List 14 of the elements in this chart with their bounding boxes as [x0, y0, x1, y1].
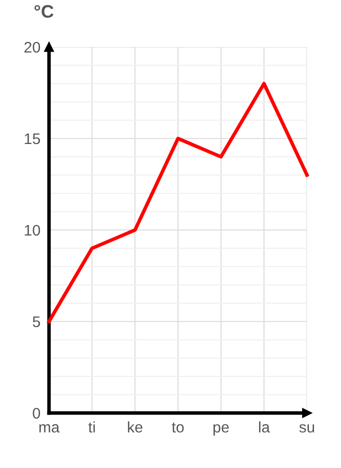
x-tick-label: ti	[88, 421, 95, 433]
x-tick-label: su	[299, 424, 314, 433]
x-tick-label: ke	[128, 421, 142, 433]
y-tick-label: 10	[24, 224, 40, 236]
y-axis-title: °C	[34, 5, 54, 18]
x-tick-label: ma	[39, 424, 60, 433]
y-tick-label: 5	[32, 316, 40, 328]
x-tick-label: to	[172, 422, 184, 433]
y-tick-label: 15	[24, 134, 40, 144]
line-series	[47, 82, 309, 324]
x-tick-label: pe	[213, 424, 229, 436]
x-tick-label: la	[259, 421, 270, 433]
y-tick-label: 0	[32, 408, 40, 419]
y-tick-label: 20	[24, 42, 40, 53]
